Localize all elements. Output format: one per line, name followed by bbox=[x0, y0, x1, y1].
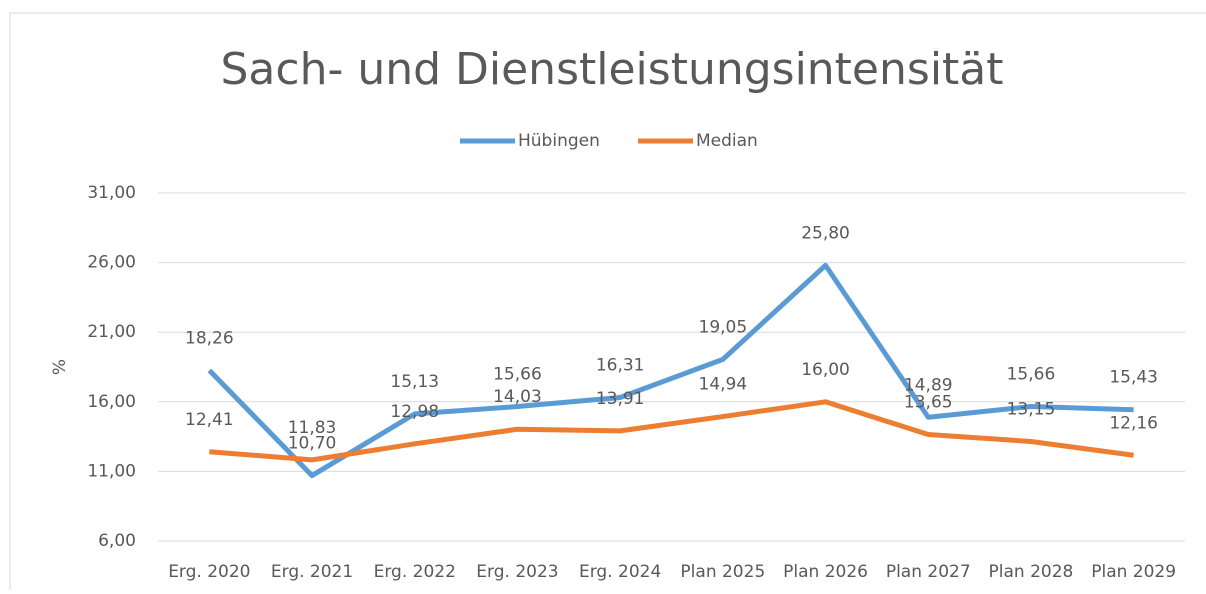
data-label: 18,26 bbox=[185, 328, 234, 348]
x-tick-label: Erg. 2022 bbox=[374, 562, 456, 582]
data-label: 13,15 bbox=[1007, 399, 1056, 419]
data-label: 15,66 bbox=[1007, 365, 1056, 385]
data-label: 12,16 bbox=[1109, 413, 1158, 433]
x-tick-label: Plan 2028 bbox=[989, 562, 1074, 582]
data-label: 14,94 bbox=[699, 375, 748, 395]
data-label: 14,03 bbox=[493, 387, 542, 407]
data-label: 12,41 bbox=[185, 410, 234, 430]
chart-title: Sach- und Dienstleistungsintensität bbox=[220, 44, 1003, 95]
y-axis-label: % bbox=[50, 359, 70, 375]
y-tick-label: 26,00 bbox=[87, 253, 136, 273]
x-tick-label: Erg. 2020 bbox=[168, 562, 250, 582]
y-tick-label: 21,00 bbox=[87, 322, 136, 342]
x-tick-label: Erg. 2021 bbox=[271, 562, 353, 582]
x-tick-label: Plan 2026 bbox=[783, 562, 868, 582]
x-tick-label: Erg. 2023 bbox=[476, 562, 558, 582]
y-tick-label: 31,00 bbox=[87, 183, 136, 203]
x-tick-label: Plan 2029 bbox=[1091, 562, 1176, 582]
data-label: 15,66 bbox=[493, 365, 542, 385]
data-label: 11,83 bbox=[288, 418, 337, 438]
data-label: 14,89 bbox=[904, 375, 953, 395]
data-label: 12,98 bbox=[390, 402, 439, 422]
data-label: 13,65 bbox=[904, 393, 953, 413]
data-label: 15,13 bbox=[390, 372, 439, 392]
x-tick-label: Plan 2027 bbox=[886, 562, 971, 582]
data-label: 10,70 bbox=[288, 434, 337, 454]
data-label: 15,43 bbox=[1109, 368, 1158, 388]
x-tick-label: Plan 2025 bbox=[680, 562, 765, 582]
data-label: 25,80 bbox=[801, 223, 850, 243]
data-label: 13,91 bbox=[596, 389, 645, 409]
series-line bbox=[209, 399, 1134, 463]
y-tick-label: 11,00 bbox=[87, 461, 136, 481]
y-tick-label: 16,00 bbox=[87, 392, 136, 412]
legend-label: Median bbox=[696, 131, 758, 151]
x-tick-label: Erg. 2024 bbox=[579, 562, 661, 582]
legend-label: Hübingen bbox=[518, 131, 600, 151]
data-label: 16,00 bbox=[801, 360, 850, 380]
y-tick-label: 6,00 bbox=[98, 531, 136, 551]
data-label: 19,05 bbox=[699, 317, 748, 337]
chart-border bbox=[9, 12, 1206, 590]
series-line bbox=[207, 262, 1134, 479]
data-label: 16,31 bbox=[596, 355, 645, 375]
